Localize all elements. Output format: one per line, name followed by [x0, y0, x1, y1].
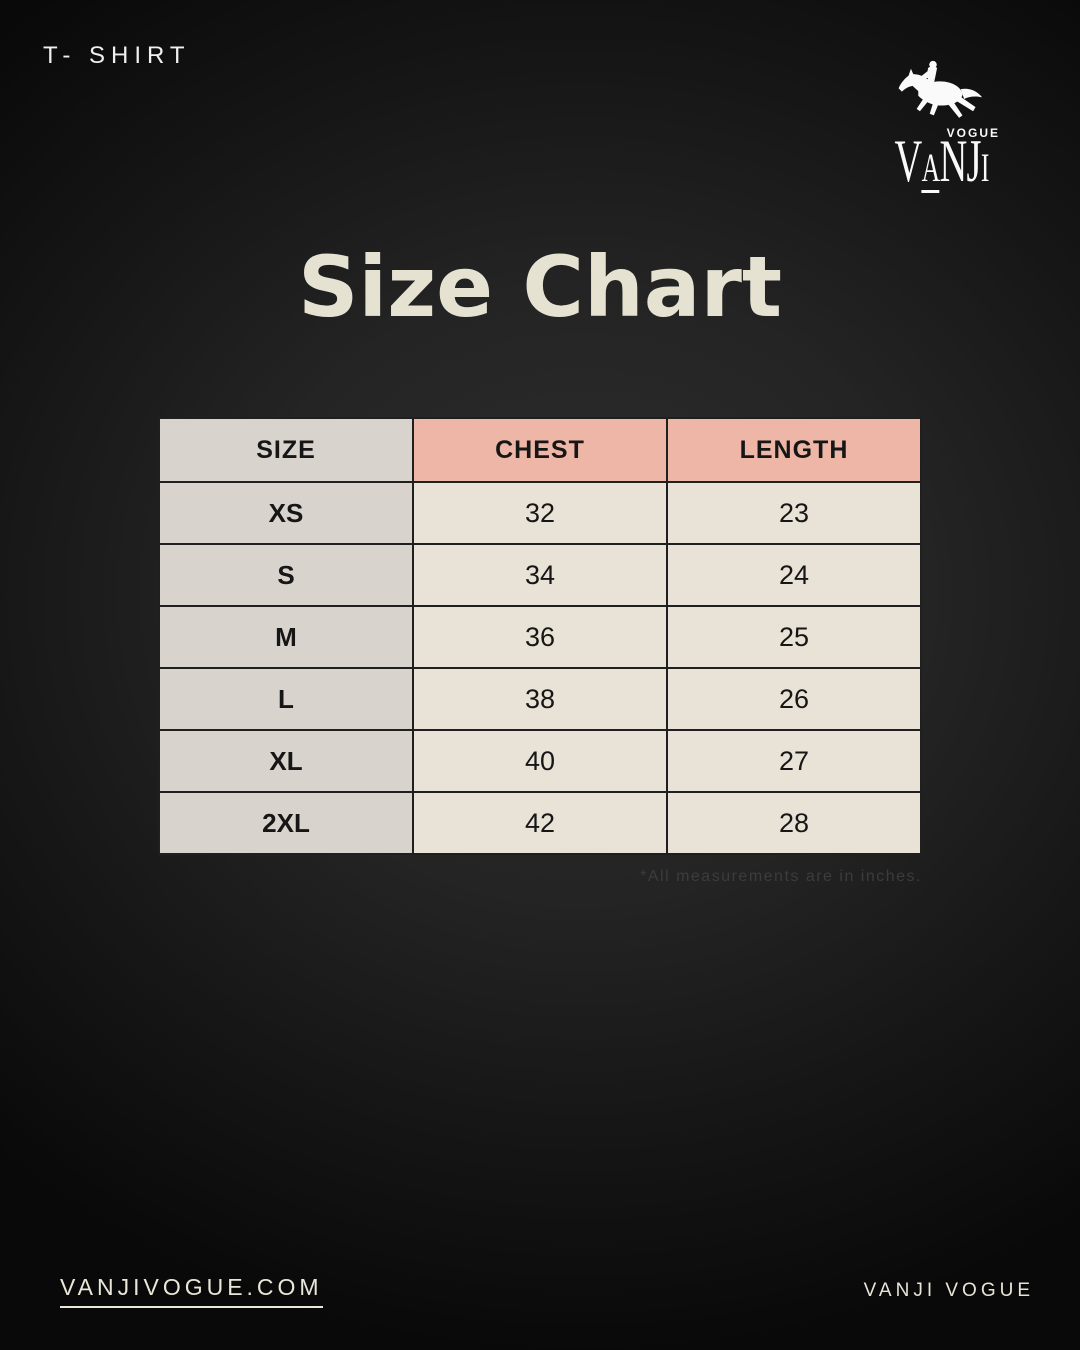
- website-link[interactable]: VANJIVOGUE.COM: [60, 1274, 323, 1308]
- footer-brand: VANJI VOGUE: [863, 1280, 1034, 1301]
- product-label: T- SHIRT: [43, 42, 191, 69]
- brand-letter: J: [966, 128, 982, 194]
- column-header-size: SIZE: [158, 417, 414, 483]
- chest-cell: 38: [412, 667, 668, 731]
- size-cell: 2XL: [158, 791, 414, 855]
- measurement-note: *All measurements are in inches.: [640, 868, 922, 885]
- brand-letter: A: [921, 145, 940, 193]
- brand-logo: VOGUE VANJI: [868, 58, 1016, 193]
- brand-letter: V: [894, 128, 923, 194]
- size-cell: S: [158, 543, 414, 607]
- table-header-row: SIZE CHEST LENGTH: [158, 417, 922, 483]
- length-cell: 27: [666, 729, 922, 793]
- brand-letter: I: [981, 145, 990, 190]
- chest-cell: 32: [412, 481, 668, 545]
- brand-vogue-label: VOGUE: [946, 126, 1000, 140]
- brand-letter: N: [939, 128, 968, 194]
- table-row: S 34 24: [158, 543, 922, 607]
- length-cell: 26: [666, 667, 922, 731]
- size-cell: M: [158, 605, 414, 669]
- table-row: XS 32 23: [158, 481, 922, 545]
- table-row: L 38 26: [158, 667, 922, 731]
- brand-wordmark: VOGUE VANJI: [868, 122, 1016, 193]
- table-row: M 36 25: [158, 605, 922, 669]
- column-header-length: LENGTH: [666, 417, 922, 483]
- table-row: 2XL 42 28: [158, 791, 922, 855]
- size-cell: L: [158, 667, 414, 731]
- page-title: Size Chart: [297, 238, 783, 336]
- size-cell: XL: [158, 729, 414, 793]
- jumping-horse-icon: [898, 60, 983, 118]
- length-cell: 23: [666, 481, 922, 545]
- size-cell: XS: [158, 481, 414, 545]
- length-cell: 24: [666, 543, 922, 607]
- size-table: SIZE CHEST LENGTH XS 32 23 S 34 24 M 36 …: [158, 417, 922, 855]
- column-header-chest: CHEST: [412, 417, 668, 483]
- table-row: XL 40 27: [158, 729, 922, 793]
- chest-cell: 40: [412, 729, 668, 793]
- length-cell: 28: [666, 791, 922, 855]
- chest-cell: 36: [412, 605, 668, 669]
- brand-name: VANJI: [895, 131, 990, 193]
- chest-cell: 34: [412, 543, 668, 607]
- chest-cell: 42: [412, 791, 668, 855]
- length-cell: 25: [666, 605, 922, 669]
